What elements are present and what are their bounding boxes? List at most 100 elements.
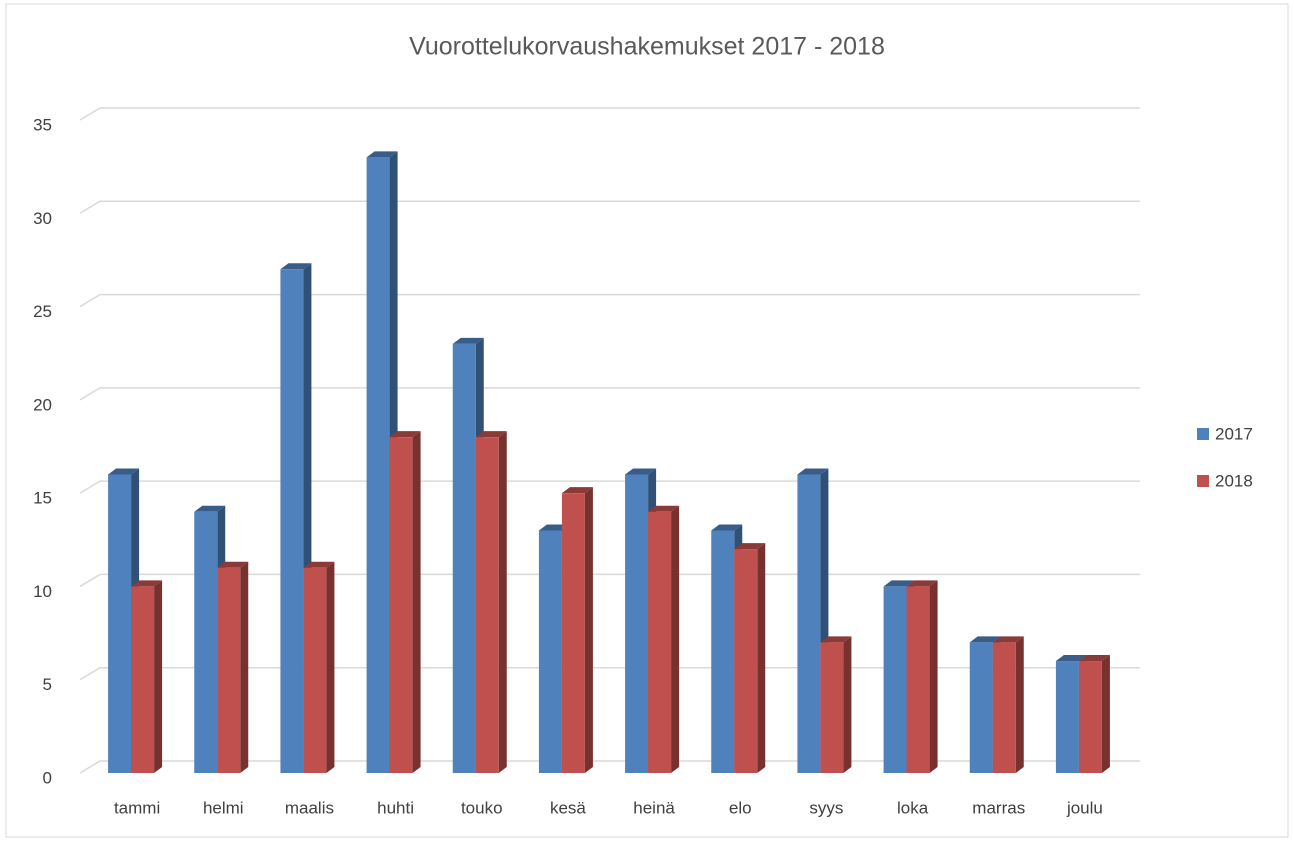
bar [992, 636, 1024, 773]
x-tick-label: kesä [550, 798, 586, 817]
bar-front [131, 586, 155, 773]
y-tick-label: 30 [33, 209, 52, 228]
bar-top [366, 151, 398, 158]
bar-side [240, 561, 249, 773]
grid-line [79, 107, 1140, 121]
legend-swatch [1197, 475, 1209, 487]
bar [475, 431, 507, 773]
bar-top [625, 468, 657, 475]
bar-front [1055, 661, 1079, 773]
bar-front [820, 642, 844, 773]
bar [820, 636, 852, 773]
bar-top [108, 468, 140, 475]
x-tick-label: huhti [377, 798, 414, 817]
y-tick-label: 10 [33, 582, 52, 601]
bar-top [906, 580, 938, 587]
bar-front [389, 437, 413, 773]
bar-top [452, 337, 484, 344]
bar-top [303, 561, 335, 568]
bar-top [217, 561, 249, 568]
bar-front [883, 586, 907, 773]
bar [648, 505, 680, 773]
grid-line [79, 760, 1140, 774]
x-tick-label: joulu [1066, 798, 1103, 817]
legend-label: 2017 [1215, 424, 1253, 443]
bar-side [154, 580, 163, 773]
bar-front [1078, 661, 1102, 773]
grid-line [79, 480, 1140, 494]
bar [217, 561, 249, 773]
x-tick-label: marras [972, 798, 1025, 817]
grid-line [79, 387, 1140, 401]
y-tick-label: 25 [33, 302, 52, 321]
bar-front [217, 567, 241, 773]
bar [734, 543, 766, 773]
bar-side [412, 431, 421, 773]
bar-top [797, 468, 829, 475]
bar-side [1015, 636, 1024, 773]
bar-side [757, 543, 766, 773]
legend-swatch [1197, 428, 1209, 440]
bar-top [280, 263, 312, 270]
bar-front [648, 511, 672, 773]
bar-front [475, 437, 499, 773]
bar-top [820, 636, 852, 643]
x-tick-label: loka [897, 798, 929, 817]
x-tick-label: maalis [285, 798, 334, 817]
bar-top [389, 431, 421, 438]
y-tick-label: 5 [43, 675, 52, 694]
bar-top [475, 431, 507, 438]
bar-top [1078, 655, 1110, 662]
bar-side [498, 431, 507, 773]
bar-top [561, 487, 593, 494]
bar-top [883, 580, 915, 587]
bar-side [843, 636, 852, 773]
bar-front [734, 549, 758, 773]
y-tick-label: 15 [33, 489, 52, 508]
bar-front [711, 530, 735, 773]
bar-front [561, 493, 585, 773]
bar-top [131, 580, 163, 587]
bar [561, 487, 593, 773]
bar-front [969, 642, 993, 773]
bar [389, 431, 421, 773]
bar-side [671, 505, 680, 773]
bar-front [906, 586, 930, 773]
grid-line [79, 293, 1140, 308]
bar-front [797, 474, 821, 773]
bar-side [326, 561, 335, 773]
x-tick-label: tammi [114, 798, 160, 817]
x-tick-label: helmi [203, 798, 244, 817]
legend-label: 2018 [1215, 471, 1253, 490]
bar-front [303, 567, 327, 773]
y-tick-label: 20 [33, 395, 52, 414]
y-tick-label: 35 [33, 115, 52, 134]
bar [906, 580, 938, 773]
bar-top [1055, 655, 1087, 662]
grid-line [79, 666, 1140, 681]
bar-front [108, 474, 132, 773]
bar-top [711, 524, 743, 531]
bar [131, 580, 163, 773]
bar-front [452, 343, 476, 773]
bar [303, 561, 335, 773]
x-tick-label: syys [809, 798, 843, 817]
bar-top [969, 636, 1001, 643]
bar [1078, 655, 1110, 773]
bar-front [194, 511, 218, 773]
bar-front [992, 642, 1016, 773]
bar-front [366, 157, 390, 774]
bar-top [734, 543, 766, 550]
bar-front [538, 530, 562, 773]
x-tick-label: heinä [633, 798, 675, 817]
bar-side [584, 487, 593, 773]
bar-front [625, 474, 649, 773]
chart-title: Vuorottelukorvaushakemukset 2017 - 2018 [409, 33, 885, 61]
bar-side [929, 580, 938, 773]
bar-side [1101, 655, 1110, 773]
bar-front [280, 269, 304, 773]
grid-line [79, 200, 1140, 214]
bar-top [194, 505, 226, 512]
bar-top [648, 505, 680, 512]
